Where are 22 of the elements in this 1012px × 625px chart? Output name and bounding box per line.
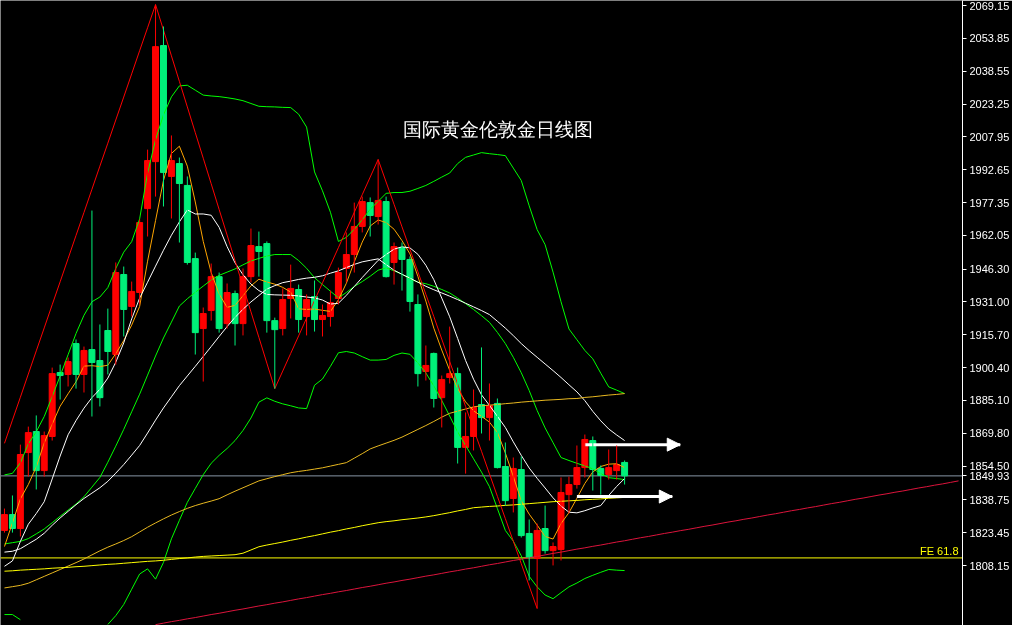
- y-tick-label: 1823.45: [969, 526, 1010, 539]
- y-tick-label: 1915.70: [969, 328, 1010, 341]
- line-series: [155, 480, 960, 625]
- line-series: [3, 393, 626, 589]
- text: 国际黄金伦敦金日线图: [403, 117, 594, 140]
- y-tick-label: 1962.05: [969, 229, 1010, 242]
- y-tick-label: 1977.35: [969, 196, 1010, 209]
- y-tick-label: 2007.95: [969, 130, 1010, 143]
- y-tick-label: 1808.15: [969, 559, 1010, 572]
- y-tick-label: 1992.65: [969, 163, 1010, 176]
- y-tick-label: 1838.75: [969, 493, 1010, 506]
- ref-line-label: FE 61.8: [919, 544, 959, 557]
- y-tick-label: 1869.80: [969, 427, 1010, 440]
- y-tick-label: 2038.55: [969, 65, 1010, 78]
- y-tick-label: 1931.00: [969, 295, 1010, 308]
- y-tick-label: 1900.40: [969, 361, 1010, 374]
- y-tick-label: 1946.30: [969, 263, 1010, 276]
- y-tick-label: 1885.10: [969, 394, 1010, 407]
- y-tick-label: 2069.15: [969, 0, 1010, 12]
- line-series: [3, 84, 626, 476]
- y-tick-label: 2023.25: [969, 98, 1010, 111]
- y-tick-label: 2053.85: [969, 32, 1010, 45]
